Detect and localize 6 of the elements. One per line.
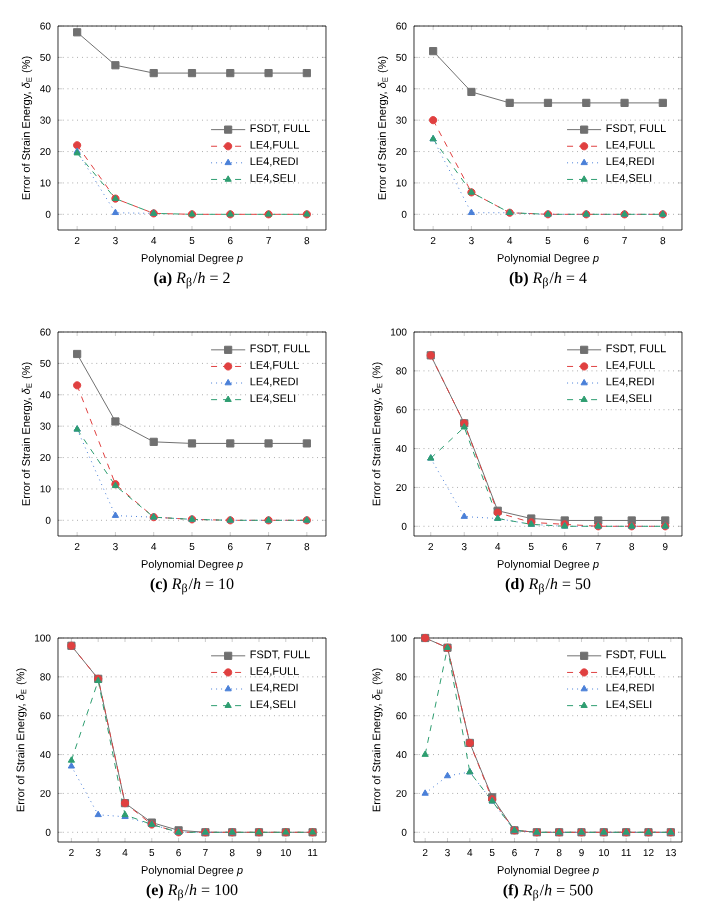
text: (a) R$_{β}$/h = 2 bbox=[154, 271, 230, 289]
text: (c) R$_{β}$/h = 10 bbox=[150, 577, 234, 595]
text: (f) R$_{β}$/h = 500 bbox=[503, 883, 593, 901]
text: (b) R$_{β}$/h = 4 bbox=[509, 271, 587, 289]
text: (e) R$_{β}$/h = 100 bbox=[146, 883, 238, 901]
text: (d) R$_{β}$/h = 50 bbox=[505, 577, 591, 595]
